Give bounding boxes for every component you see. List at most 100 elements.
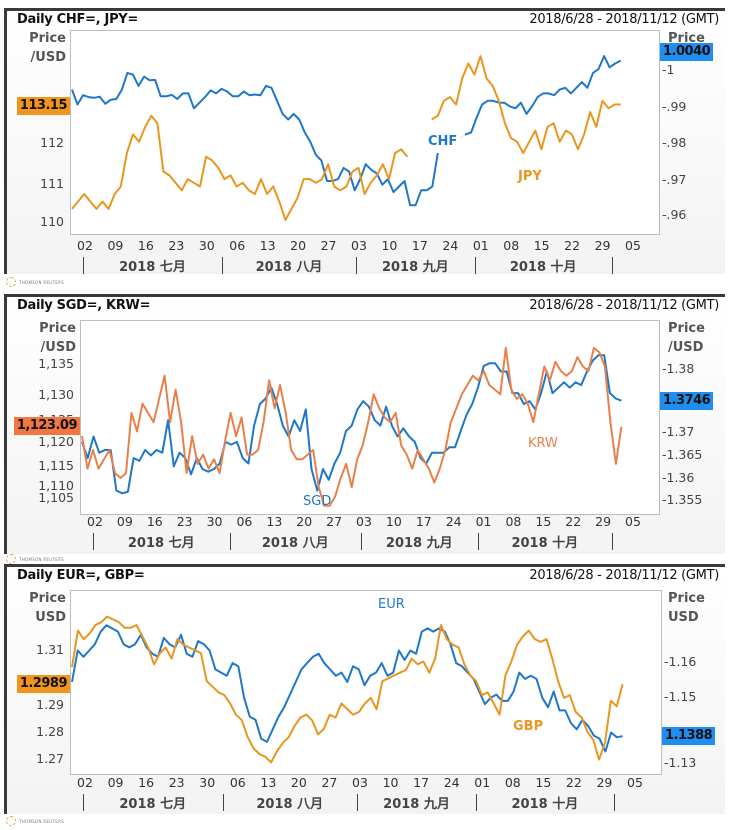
month-label: 2018 九月 <box>385 536 453 551</box>
right-axis-tick: -1 <box>662 62 675 77</box>
x-axis-tick: 02 <box>77 775 93 790</box>
series-label-eur: EUR <box>378 597 405 612</box>
series-label-gbp: GBP <box>505 715 552 738</box>
x-axis-tick: 10 <box>382 775 399 790</box>
left-axis-title: Price USD <box>29 591 66 625</box>
series-label-krw: KRW <box>528 436 558 451</box>
right-axis-tick: -1.365 <box>662 447 703 462</box>
x-axis-tick: 29 <box>594 238 611 253</box>
right-axis-tick: -.96 <box>662 207 687 222</box>
month-label: 2018 十月 <box>511 797 579 812</box>
footer-brand: THOMSON REUTERS <box>19 556 65 562</box>
footer-logo: THOMSON REUTERS <box>6 816 64 826</box>
month-separator <box>356 794 358 811</box>
month-label: 2018 八月 <box>261 536 329 551</box>
month-separator <box>361 533 362 550</box>
x-axis-tick: 01 <box>474 775 491 790</box>
x-axis-tick: 20 <box>290 775 307 790</box>
x-axis-tick: 24 <box>443 775 460 790</box>
x-axis-tick: 01 <box>472 238 489 253</box>
date-range: 2018/6/28 - 2018/11/12 (GMT) <box>529 568 719 583</box>
right-axis-title: Price <box>668 31 705 46</box>
x-axis-tick: 22 <box>564 238 581 253</box>
x-axis-tick: 08 <box>505 514 522 529</box>
x-axis-tick: 20 <box>296 514 313 529</box>
x-axis-tick: 17 <box>413 775 430 790</box>
month-separator <box>222 794 224 811</box>
x-axis-tick: 17 <box>415 514 432 529</box>
right-axis-tick: -1.15 <box>664 689 697 704</box>
left-axis-tick: 1,110 <box>38 478 74 493</box>
x-axis-tick: 03 <box>351 238 367 253</box>
month-label: 2018 九月 <box>383 797 450 812</box>
x-axis-tick: 23 <box>168 775 185 790</box>
thomson-reuters-logo-icon <box>6 554 16 564</box>
footer-logo: THOMSON REUTERS <box>6 277 64 287</box>
current-price-badge-right: 1.0040 <box>660 43 714 62</box>
month-separator <box>612 533 614 550</box>
plot-area <box>70 30 660 235</box>
month-separator <box>611 257 613 274</box>
left-axis-title: Price/USD <box>29 31 66 65</box>
month-separator <box>474 257 476 274</box>
x-axis-tick: 15 <box>535 514 552 529</box>
x-axis-tick: 03 <box>352 775 368 790</box>
right-axis-tick: -.98 <box>662 135 687 150</box>
left-axis-tick: 1.27 <box>36 751 64 766</box>
right-axis-tick: -1.13 <box>664 755 697 770</box>
month-label: 2018 七月 <box>119 797 187 812</box>
month-label: 2018 七月 <box>127 536 195 551</box>
month-separator <box>83 257 84 274</box>
month-label: 2018 八月 <box>256 797 324 812</box>
x-axis-tick: 05 <box>627 775 643 790</box>
footer-brand: THOMSON REUTERS <box>19 279 65 285</box>
x-axis-tick: 30 <box>206 514 223 529</box>
series-line-sgd <box>81 354 622 495</box>
x-axis-tick: 22 <box>565 775 582 790</box>
x-axis-tick: 02 <box>87 514 103 529</box>
left-axis-tick: 1,105 <box>38 490 74 505</box>
left-axis-tick: 1.28 <box>36 724 64 739</box>
x-axis-tick: 16 <box>137 238 154 253</box>
series-label-sgd: SGD <box>303 494 332 509</box>
right-axis-tick: -1.16 <box>664 654 697 669</box>
date-range: 2018/6/28 - 2018/11/12 (GMT) <box>529 12 719 27</box>
left-axis-tick: 111 <box>40 176 64 191</box>
left-axis-tick: 1,135 <box>38 356 74 371</box>
current-price-badge-right: 1.3746 <box>660 391 714 410</box>
x-axis-tick: 09 <box>107 238 124 253</box>
x-axis-tick: 02 <box>77 238 93 253</box>
x-axis-tick: 22 <box>565 514 582 529</box>
x-axis-tick: 10 <box>381 238 398 253</box>
right-axis-tick: -.97 <box>662 172 687 187</box>
x-axis-tick: 20 <box>290 238 307 253</box>
x-axis-tick: 23 <box>176 514 193 529</box>
right-axis-tick: -1.355 <box>662 492 703 507</box>
x-axis-tick: 05 <box>625 514 641 529</box>
current-price-badge-left: 1,123.09 <box>13 417 80 436</box>
x-axis-tick: 01 <box>475 514 492 529</box>
x-axis-tick: 13 <box>266 514 283 529</box>
series-line-krw <box>81 346 623 507</box>
x-axis-tick: 27 <box>321 775 338 790</box>
left-axis-tick: 110 <box>40 214 64 229</box>
left-axis-tick: 112 <box>40 135 64 150</box>
x-axis-tick: 30 <box>198 238 215 253</box>
month-separator <box>355 257 357 274</box>
series-label-chf: CHF <box>420 130 466 153</box>
thomson-reuters-logo-icon <box>6 816 16 826</box>
x-axis-tick: 06 <box>236 514 253 529</box>
thomson-reuters-logo-icon <box>6 277 16 287</box>
x-axis-tick: 23 <box>168 238 185 253</box>
month-label: 2018 十月 <box>509 260 577 275</box>
x-axis-tick: 24 <box>442 238 459 253</box>
month-separator <box>613 794 615 811</box>
right-axis-tick: -1.37 <box>662 424 695 439</box>
month-label: 2018 十月 <box>511 536 579 551</box>
x-axis-tick: 24 <box>445 514 462 529</box>
left-axis-tick: 1,130 <box>38 387 74 402</box>
month-label: 2018 七月 <box>119 260 186 275</box>
month-label: 2018 八月 <box>255 260 323 275</box>
x-axis-tick: 29 <box>595 514 612 529</box>
